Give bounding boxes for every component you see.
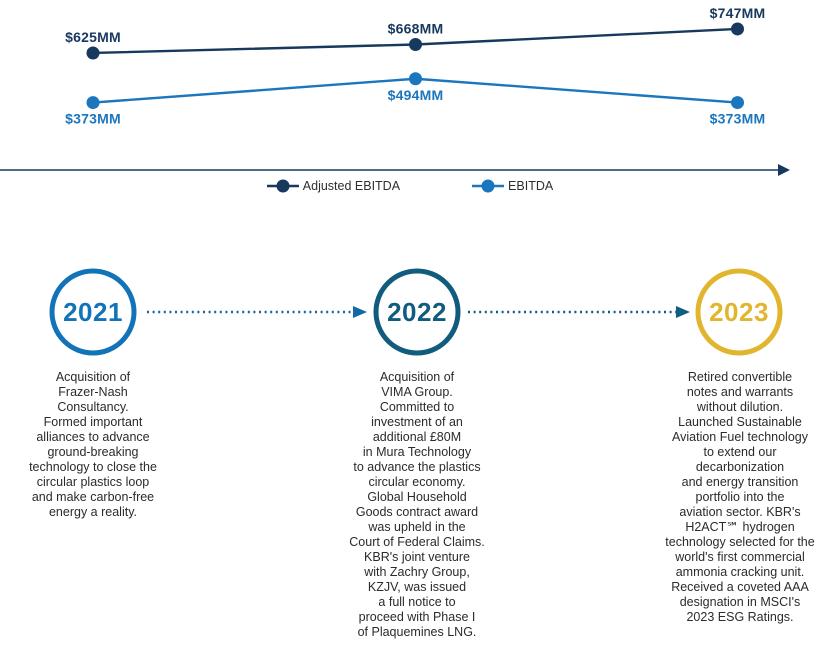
chart-point [409, 38, 422, 52]
chart-value-label: $668MM [388, 21, 444, 37]
year-timeline: 2021 2022 2023 [49, 268, 783, 356]
ebitda-line-chart: $625MM $668MM $747MM $373MM $494MM $373MM [0, 5, 790, 176]
chart-legend: Adjusted EBITDA EBITDA [0, 178, 820, 194]
chart-value-label: $625MM [65, 29, 121, 45]
year-label-2022: 2022 [387, 297, 447, 327]
year-circle-2022 [373, 268, 461, 356]
milestone-text-2023: Retired convertible notes and warrants w… [665, 370, 815, 624]
chart-value-label: $373MM [65, 111, 121, 127]
arrowhead-icon [676, 306, 690, 318]
arrowhead-icon [353, 306, 367, 318]
year-circle-2021 [49, 268, 137, 356]
chart-series-layer: $625MM $668MM $747MM $373MM $494MM $373MM [65, 5, 765, 127]
legend-label-adjusted-ebitda: Adjusted EBITDA [302, 179, 401, 193]
adjusted-ebitda-marker-icon [266, 179, 299, 193]
year-label-2021: 2021 [63, 297, 123, 327]
legend-label-ebitda: EBITDA [508, 179, 554, 193]
chart-value-label: $747MM [710, 5, 766, 21]
year-label-2023: 2023 [709, 297, 769, 327]
x-axis-arrowhead-icon [778, 164, 790, 176]
ebitda-marker-icon [472, 179, 505, 193]
milestone-text-2021: Acquisition of Frazer-Nash Consultancy. … [29, 370, 157, 519]
chart-point [86, 96, 100, 110]
dotted-arrow-2022-2023 [468, 306, 690, 318]
chart-point [86, 46, 100, 60]
year-circle-2023 [695, 268, 783, 356]
milestone-text-2022: Acquisition of VIMA Group. Committed to … [349, 370, 485, 639]
chart-point [731, 96, 744, 110]
dotted-arrow-2021-2022 [147, 306, 367, 318]
chart-value-label: $494MM [388, 87, 444, 103]
chart-point [409, 72, 422, 86]
legend-item-adjusted-ebitda: Adjusted EBITDA [266, 178, 401, 194]
chart-point [731, 22, 744, 36]
chart-value-label: $373MM [710, 111, 766, 127]
legend-item-ebitda: EBITDA [472, 178, 553, 194]
